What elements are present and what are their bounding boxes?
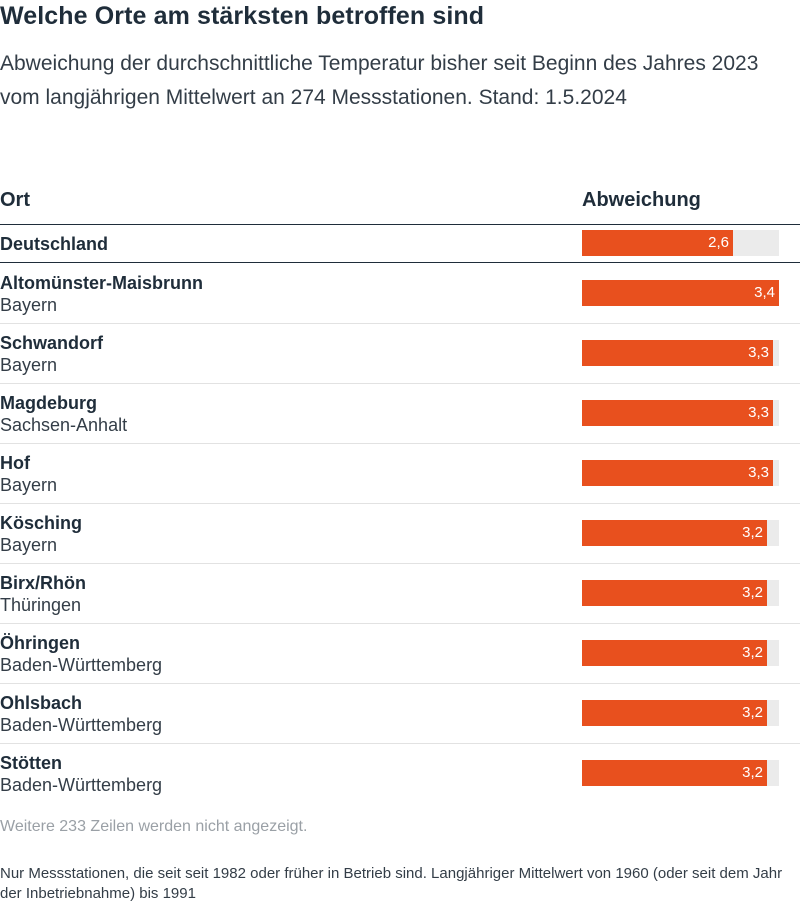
table-row: Öhringen Baden-Württemberg 3,2: [0, 623, 800, 683]
bar-track: 3,3: [582, 400, 779, 426]
bar-track: 2,6: [582, 230, 779, 256]
row-name: Ohlsbach: [0, 693, 83, 713]
bar-track: 3,2: [582, 580, 779, 606]
bar-value-label: 3,2: [742, 764, 763, 781]
bar-track: 3,4: [582, 280, 779, 306]
table-row-total: Deutschland 2,6: [0, 225, 800, 262]
bar: 3,3: [582, 400, 773, 426]
bar-value-label: 3,3: [748, 404, 769, 421]
bar-value-label: 3,3: [748, 344, 769, 361]
bar-track: 3,3: [582, 460, 779, 486]
row-name: Magdeburg: [0, 393, 97, 413]
row-state: Baden-Württemberg: [0, 775, 163, 795]
row-separator: [0, 743, 800, 744]
bar-value-label: 3,3: [748, 464, 769, 481]
row-separator: [0, 623, 800, 624]
bar: 3,2: [582, 700, 767, 726]
bar-value-label: 3,2: [742, 644, 763, 661]
row-state: Sachsen-Anhalt: [0, 415, 128, 435]
row-name: Hof: [0, 453, 30, 473]
row-separator: [0, 323, 800, 324]
chart-title: Welche Orte am stärksten betroffen sind: [0, 2, 485, 30]
more-rows-note: Weitere 233 Zeilen werden nicht angezeig…: [0, 818, 308, 835]
chart-subtitle: Abweichung der durchschnittliche Tempera…: [0, 52, 759, 109]
row-separator: [0, 503, 800, 504]
row-name: Altomünster-Maisbrunn: [0, 273, 204, 293]
bar-track: 3,2: [582, 520, 779, 546]
row-separator: [0, 443, 800, 444]
bar-value-label: 3,2: [742, 704, 763, 721]
bar-track: 3,2: [582, 700, 779, 726]
row-separator: [0, 383, 800, 384]
bar-track: 3,3: [582, 340, 779, 366]
table-row: Kösching Bayern 3,2: [0, 503, 800, 563]
table-row: Schwandorf Bayern 3,3: [0, 323, 800, 383]
bar-value-label: 3,2: [742, 524, 763, 541]
row-name: Deutschland: [0, 234, 109, 254]
row-name: Öhringen: [0, 633, 80, 653]
bar-value-label: 3,2: [742, 584, 763, 601]
bar-track: 3,2: [582, 640, 779, 666]
column-header-abweichung: Abweichung: [582, 189, 701, 211]
table-row: Altomünster-Maisbrunn Bayern 3,4: [0, 263, 800, 323]
bar: 3,2: [582, 640, 767, 666]
row-state: Baden-Württemberg: [0, 715, 163, 735]
bar: 3,2: [582, 580, 767, 606]
row-state: Bayern: [0, 535, 58, 555]
bar-value-label: 3,4: [754, 284, 775, 301]
row-name: Kösching: [0, 513, 83, 533]
bar: 3,3: [582, 340, 773, 366]
row-state: Bayern: [0, 475, 58, 495]
bar: 3,3: [582, 460, 773, 486]
row-state: Bayern: [0, 295, 58, 315]
row-name: Stötten: [0, 753, 62, 773]
column-header-ort: Ort: [0, 189, 30, 211]
bar-track: 3,2: [582, 760, 779, 786]
table-row: Hof Bayern 3,3: [0, 443, 800, 503]
table-row: Stötten Baden-Württemberg 3,2: [0, 743, 800, 803]
table-row: Magdeburg Sachsen-Anhalt 3,3: [0, 383, 800, 443]
total-row-rule: [0, 262, 800, 263]
header-rule: [0, 224, 800, 225]
row-state: Bayern: [0, 355, 58, 375]
table-row: Ohlsbach Baden-Württemberg 3,2: [0, 683, 800, 743]
bar: 3,2: [582, 760, 767, 786]
row-state: Thüringen: [0, 595, 82, 615]
table-row: Birx/Rhön Thüringen 3,2: [0, 563, 800, 623]
row-separator: [0, 563, 800, 564]
bar: 2,6: [582, 230, 733, 256]
bar-value-label: 2,6: [708, 234, 729, 251]
bar: 3,2: [582, 520, 767, 546]
row-separator: [0, 683, 800, 684]
row-name: Birx/Rhön: [0, 573, 87, 593]
bar: 3,4: [582, 280, 779, 306]
row-state: Baden-Württemberg: [0, 655, 163, 675]
footnote: Nur Messstationen, die seit seit 1982 od…: [0, 865, 783, 902]
row-name: Schwandorf: [0, 333, 104, 353]
